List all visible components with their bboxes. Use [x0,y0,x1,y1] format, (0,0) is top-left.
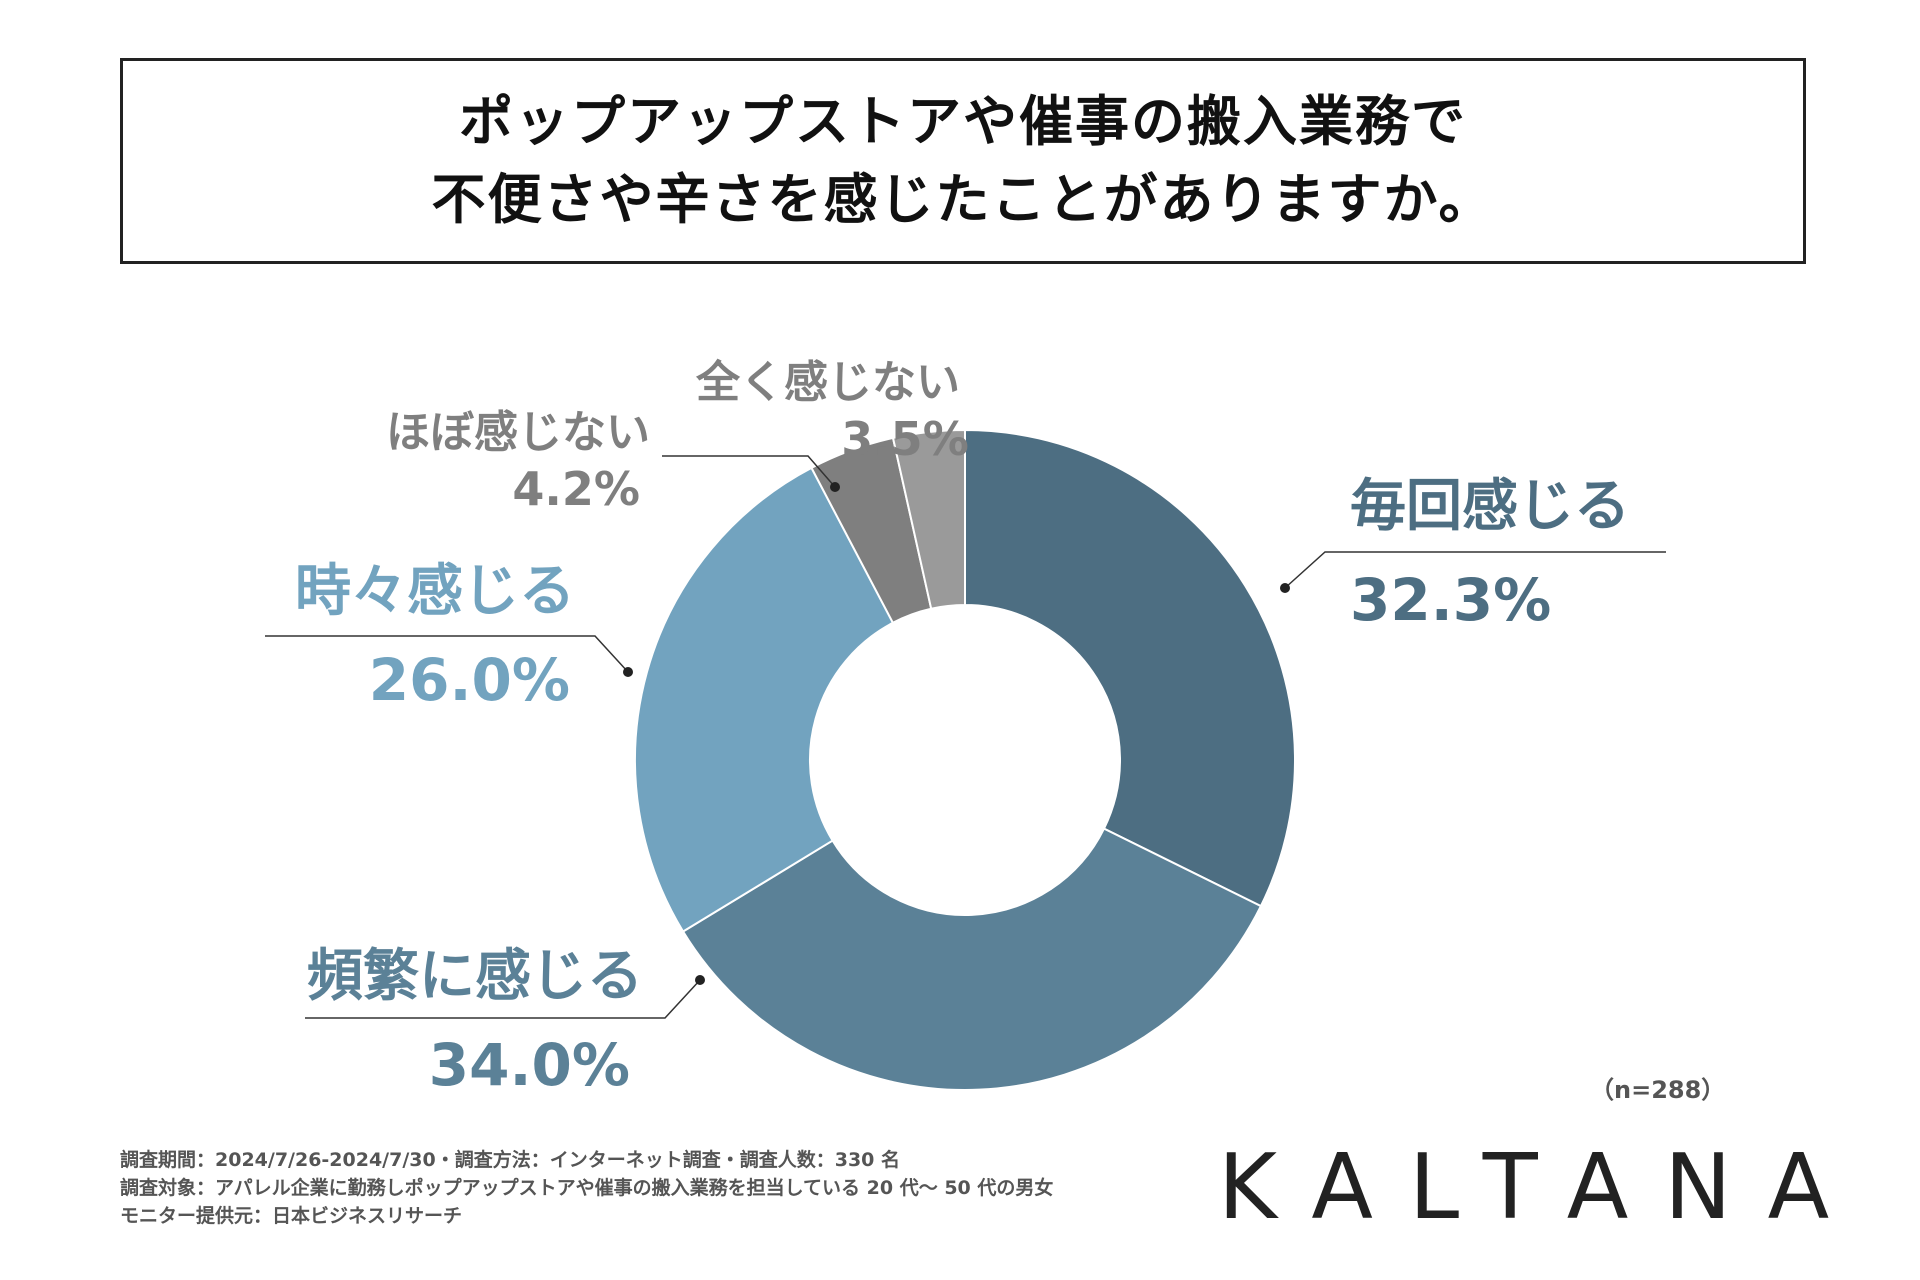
slice-value-4: 4.2% [512,462,640,516]
slice-label-5: 全く感じない [695,357,960,408]
slice-label-4: ほぼ感じない [386,407,650,458]
title-line-2: 不便さや辛さを感じたことがありますか。 [431,168,1495,231]
leader-dot-1 [1280,583,1290,593]
slice-label-2: 頻繁に感じる [307,944,643,1009]
survey-footer: 調査期間：2024/7/26-2024/7/30・調査方法：インターネット調査・… [120,1146,1053,1230]
leader-line-2 [305,979,701,1019]
leader-dot-2 [695,975,705,985]
donut-slice-3 [634,466,895,933]
slice-value-3: 26.0% [369,646,570,714]
slice-label-3: 時々感じる [295,559,575,624]
kaltana-logo: KALTANA [1218,1135,1866,1240]
donut-slice-2 [681,827,1263,1091]
footer-line-target: 調査対象：アパレル企業に勤務しポップアップストアや催事の搬入業務を担当している … [120,1177,1054,1199]
donut-slice-5 [891,428,966,610]
slice-value-5: 3.5% [841,412,969,466]
leader-line-4 [662,455,836,488]
slice-value-2: 34.0% [429,1031,630,1099]
slice-value-1: 32.3% [1350,566,1551,634]
leader-line-1 [1284,551,1666,589]
donut-slice-1 [964,428,1296,908]
leader-line-3 [265,635,629,673]
sample-size: （n=288） [1590,1076,1726,1104]
leader-dot-4 [830,482,840,492]
title-box: ポップアップストアや催事の搬入業務で 不便さや辛さを感じたことがありますか。 [120,58,1806,264]
slice-label-1: 毎回感じる [1350,474,1630,539]
title-line-1: ポップアップストアや催事の搬入業務で [459,90,1467,153]
leader-dot-3 [623,667,633,677]
footer-line-monitor: モニター提供元：日本ビジネスリサーチ [120,1205,463,1227]
footer-line-period: 調査期間：2024/7/26-2024/7/30・調査方法：インターネット調査・… [120,1149,901,1171]
